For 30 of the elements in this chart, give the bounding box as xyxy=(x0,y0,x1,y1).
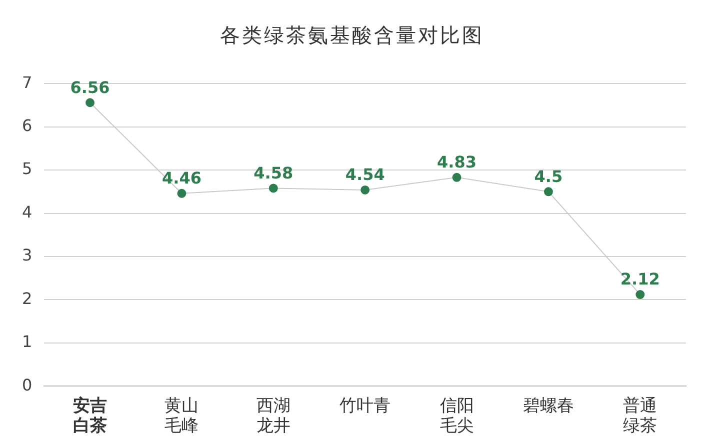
data-label: 2.12 xyxy=(620,270,660,289)
y-tick-label: 1 xyxy=(22,332,32,352)
point xyxy=(636,290,645,300)
x-tick-label: 碧螺春 xyxy=(522,396,574,416)
y-tick-label: 5 xyxy=(22,159,32,178)
y-tick-label: 4 xyxy=(22,202,32,222)
data-label: 4.83 xyxy=(437,152,477,172)
x-tick-label: 安吉白茶 xyxy=(73,396,108,436)
chart-title: 各类绿茶氨基酸含量对比图 xyxy=(219,22,485,49)
x-tick-label: 黄山毛峰 xyxy=(164,396,199,436)
data-label: 4.54 xyxy=(345,165,385,184)
y-tick-label: 6 xyxy=(22,116,32,135)
data-label: 6.56 xyxy=(70,78,110,97)
point xyxy=(177,188,186,198)
point xyxy=(544,187,553,196)
point xyxy=(86,98,95,108)
x-tick-label: 西湖龙井 xyxy=(256,396,290,436)
y-tick-label: 0 xyxy=(22,375,32,394)
data-label: 4.58 xyxy=(254,163,294,182)
x-tick-label: 信阳毛尖 xyxy=(440,396,474,436)
data-label: 4.46 xyxy=(162,168,202,188)
data-label: 4.5 xyxy=(534,166,563,186)
x-tick-label: 普通绿茶 xyxy=(623,396,658,436)
point xyxy=(360,185,370,194)
y-tick-label: 7 xyxy=(22,72,32,92)
x-tick-label: 竹叶青 xyxy=(340,396,391,416)
y-tick-label: 2 xyxy=(22,288,32,308)
point xyxy=(452,172,462,182)
y-tick-label: 3 xyxy=(22,246,32,265)
point xyxy=(268,184,278,193)
